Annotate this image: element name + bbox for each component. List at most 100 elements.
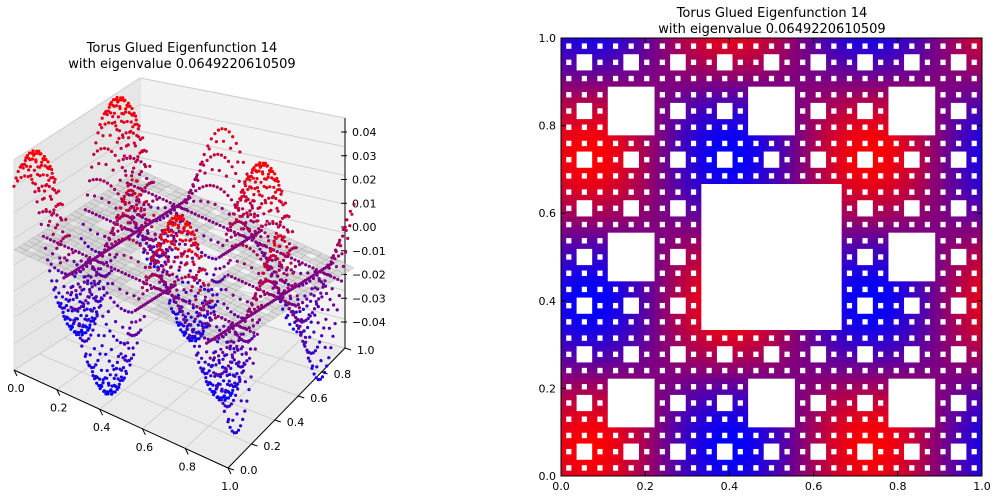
data-point <box>147 265 152 269</box>
data-point <box>85 360 89 364</box>
data-point <box>107 105 111 109</box>
heatmap-cell <box>740 403 749 412</box>
data-point <box>218 382 222 386</box>
heatmap-cell <box>654 111 663 120</box>
heatmap-cell <box>818 143 827 153</box>
heatmap-cell <box>646 338 656 347</box>
heatmap-cell <box>709 378 718 388</box>
x-tick-label: 0.8 <box>178 460 196 473</box>
data-point <box>280 189 284 193</box>
data-point <box>132 208 137 213</box>
data-point <box>203 360 207 364</box>
heatmap-cell <box>623 78 632 88</box>
data-point <box>81 222 85 226</box>
data-point <box>253 187 257 191</box>
data-point <box>89 319 93 323</box>
heatmap-cell <box>561 346 570 355</box>
heatmap-cell <box>802 338 812 347</box>
data-point <box>106 147 110 151</box>
heatmap-cell <box>709 370 718 380</box>
data-point <box>145 288 149 292</box>
heatmap-cell <box>568 159 578 169</box>
heatmap-cell <box>841 435 851 445</box>
data-point <box>117 136 121 140</box>
heatmap-cell <box>654 167 663 177</box>
data-point <box>88 179 92 183</box>
heatmap-cell <box>685 184 695 193</box>
data-point <box>169 233 173 237</box>
data-point <box>192 278 196 282</box>
data-point <box>164 254 168 259</box>
data-point <box>216 128 221 132</box>
data-point <box>224 232 228 236</box>
heatmap-cell <box>771 362 780 372</box>
heatmap-cell <box>802 111 812 120</box>
heatmap-cell <box>615 289 624 299</box>
floor-gridline <box>39 353 252 445</box>
data-point <box>57 242 61 246</box>
data-point <box>234 218 239 222</box>
data-point <box>123 169 127 173</box>
heatmap-cell <box>857 38 866 47</box>
heatmap-cell <box>841 443 851 453</box>
data-point <box>171 310 175 314</box>
heatmap-cell <box>794 338 804 347</box>
heatmap-cell <box>732 70 741 80</box>
data-point <box>105 113 109 117</box>
heatmap-cell <box>670 338 679 347</box>
heatmap-cell <box>865 370 874 380</box>
data-point <box>88 323 92 327</box>
data-point <box>97 384 101 388</box>
y-tick-label: 0.2 <box>263 440 281 453</box>
heatmap-cell <box>748 467 757 476</box>
data-point <box>172 243 177 247</box>
data-point <box>192 199 196 203</box>
heatmap-cell <box>849 403 858 412</box>
data-point <box>146 218 150 222</box>
x-tick-label: 0.2 <box>50 402 68 415</box>
data-point <box>233 233 237 237</box>
heatmap-cell <box>740 78 749 88</box>
heatmap-cell <box>662 273 671 282</box>
data-point <box>118 106 122 111</box>
data-point <box>171 239 176 243</box>
heatmap-cell <box>670 378 679 388</box>
heatmap-cell <box>693 451 702 461</box>
data-point <box>227 212 231 216</box>
heatmap-cell <box>779 38 788 47</box>
data-point <box>139 328 143 332</box>
data-point <box>94 363 98 367</box>
data-point <box>326 263 330 267</box>
heatmap-cell <box>623 313 632 323</box>
heatmap-cell <box>568 411 578 420</box>
side-gridline <box>13 77 141 161</box>
data-point <box>102 389 106 393</box>
data-point <box>99 368 104 372</box>
data-point <box>176 247 180 251</box>
data-point <box>251 361 255 365</box>
data-point <box>111 98 116 102</box>
heatmap-cell <box>771 135 780 145</box>
heatmap-cell <box>732 338 741 347</box>
data-point <box>323 345 327 349</box>
data-point <box>127 189 131 193</box>
heatmap-cell <box>677 386 687 396</box>
heatmap-cell <box>568 265 578 274</box>
data-point <box>140 223 144 227</box>
heatmap-cell <box>615 467 624 476</box>
data-point <box>328 297 332 302</box>
heatmap-cell <box>631 427 640 437</box>
data-point <box>63 256 67 260</box>
heatmap-cell <box>576 330 585 339</box>
heatmap-cell <box>794 459 804 469</box>
heatmap-cell <box>592 313 601 323</box>
heatmap-cell <box>716 338 726 347</box>
heatmap-cell <box>599 257 609 266</box>
heatmap-cell <box>857 330 866 339</box>
data-point <box>234 171 238 176</box>
data-point <box>303 294 307 298</box>
heatmap-cell <box>763 427 773 437</box>
data-point <box>246 197 250 201</box>
heatmap-cell <box>701 338 710 347</box>
data-point <box>111 390 115 394</box>
